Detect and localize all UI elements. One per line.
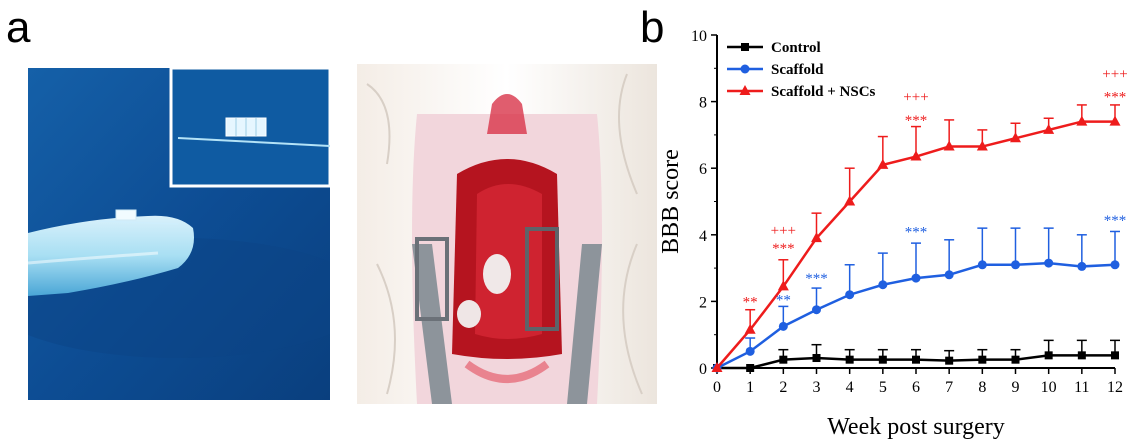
x-tick-label: 7 (945, 379, 953, 396)
x-tick-label: 6 (912, 379, 920, 396)
data-point (1010, 132, 1021, 143)
data-point (1077, 261, 1087, 271)
y-tick-label: 2 (699, 294, 707, 311)
data-point (812, 305, 821, 315)
legend-marker (741, 43, 749, 51)
legend-marker (739, 85, 751, 95)
scaffold-photo (28, 68, 330, 400)
x-tick-label: 2 (779, 379, 787, 396)
y-tick-label: 0 (699, 361, 707, 378)
data-point (711, 362, 723, 372)
significance-annotation: *** (772, 241, 795, 257)
data-point (945, 356, 954, 365)
data-point (911, 273, 921, 283)
significance-annotation: *** (805, 271, 828, 287)
data-point (1011, 355, 1020, 364)
data-point (878, 355, 887, 364)
x-axis-label: Week post surgery (827, 414, 1005, 440)
y-tick-label: 10 (691, 28, 707, 45)
x-tick-label: 12 (1107, 379, 1123, 396)
data-point (746, 364, 755, 372)
data-point (1011, 260, 1020, 270)
data-point (1043, 123, 1055, 134)
legend: Control Scaffold Scaffold + NSCs (727, 40, 876, 100)
data-point (1109, 115, 1121, 126)
x-tick-label: 3 (813, 379, 821, 396)
surgery-photo (357, 64, 657, 404)
legend-label: Control (771, 40, 821, 56)
panel-label-b: b (640, 3, 665, 52)
x-tick-label: 4 (846, 379, 854, 396)
data-point (1111, 351, 1119, 360)
legend-marker (740, 64, 750, 74)
significance-annotation: *** (1104, 213, 1127, 229)
x-tick-label: 0 (713, 379, 721, 396)
x-tick-label: 5 (879, 379, 887, 396)
significance-annotation: +++ (903, 90, 928, 106)
data-point (778, 321, 788, 331)
data-point (978, 355, 987, 364)
legend-label: Scaffold (771, 62, 824, 78)
y-tick-label: 4 (699, 228, 707, 245)
significance-annotation: *** (905, 224, 928, 240)
data-point (744, 323, 756, 334)
data-point (976, 140, 988, 151)
data-point (1110, 260, 1120, 270)
y-tick-label: 8 (699, 95, 707, 112)
data-point (844, 195, 856, 206)
data-point (977, 260, 987, 270)
data-point (745, 346, 755, 356)
data-point (1044, 351, 1053, 360)
legend-label: Scaffold + NSCs (771, 84, 876, 100)
series-scaffold (712, 227, 1120, 373)
data-point (777, 280, 789, 291)
significance-annotation: *** (905, 113, 928, 129)
panel-label-a: a (6, 3, 31, 52)
series-scaffold-nscs (711, 104, 1121, 372)
x-tick-label: 10 (1041, 379, 1057, 396)
data-point (812, 354, 821, 363)
data-point (811, 232, 822, 243)
data-point (912, 355, 920, 364)
significance-annotation: ** (776, 293, 791, 309)
data-point (943, 140, 955, 151)
data-point (1077, 351, 1086, 360)
data-point (845, 355, 854, 364)
y-axis-label: BBB score (658, 149, 684, 254)
x-tick-label: 1 (746, 379, 754, 396)
data-point (1076, 115, 1088, 126)
significance-annotation: *** (1104, 90, 1127, 106)
significance-annotation: +++ (1102, 66, 1127, 82)
data-point (877, 158, 889, 169)
y-tick-label: 6 (699, 161, 707, 178)
data-point (944, 270, 954, 280)
x-tick-label: 8 (978, 379, 986, 396)
data-point (845, 290, 855, 300)
data-point (1044, 258, 1054, 268)
x-tick-label: 9 (1012, 379, 1020, 396)
data-point (878, 280, 888, 290)
series-control (713, 339, 1120, 372)
data-point (779, 355, 788, 364)
data-point (910, 150, 922, 161)
x-tick-label: 11 (1074, 379, 1089, 396)
significance-annotation: ** (743, 294, 758, 310)
significance-annotation: +++ (771, 223, 796, 239)
